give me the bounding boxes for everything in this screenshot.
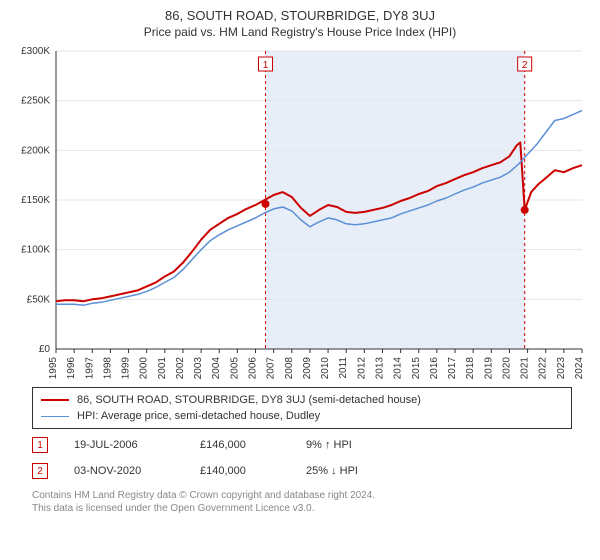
svg-text:2003: 2003 (193, 357, 204, 380)
svg-text:£200K: £200K (21, 145, 50, 156)
svg-text:2015: 2015 (411, 357, 422, 380)
footer-line: Contains HM Land Registry data © Crown c… (32, 489, 588, 502)
svg-text:2016: 2016 (429, 357, 440, 380)
svg-text:2014: 2014 (393, 357, 404, 380)
chart-subtitle: Price paid vs. HM Land Registry's House … (12, 25, 588, 39)
event-price: £140,000 (200, 465, 280, 477)
legend-label-hpi: HPI: Average price, semi-detached house,… (77, 408, 320, 424)
event-date: 03-NOV-2020 (74, 465, 174, 477)
chart-title: 86, SOUTH ROAD, STOURBRIDGE, DY8 3UJ (12, 8, 588, 23)
svg-text:2007: 2007 (266, 357, 277, 380)
chart-area: £0 £50K £100K £150K £200K £250K £300K 1995 1996 1… (12, 45, 588, 385)
svg-text:1998: 1998 (102, 357, 113, 380)
event-row: 2 03-NOV-2020 £140,000 25% ↓ HPI (32, 463, 588, 479)
event-diff: 25% ↓ HPI (306, 465, 446, 477)
svg-text:2023: 2023 (556, 357, 567, 380)
legend-item-property: 86, SOUTH ROAD, STOURBRIDGE, DY8 3UJ (se… (41, 392, 563, 408)
event-date: 19-JUL-2006 (74, 439, 174, 451)
svg-text:1995: 1995 (48, 357, 59, 380)
svg-text:2021: 2021 (520, 357, 531, 380)
svg-text:2011: 2011 (338, 357, 349, 379)
footer-line: This data is licensed under the Open Gov… (32, 502, 588, 515)
event-price: £146,000 (200, 439, 280, 451)
svg-text:2020: 2020 (501, 357, 512, 380)
svg-text:2012: 2012 (356, 357, 367, 380)
svg-text:2005: 2005 (229, 357, 240, 380)
svg-text:1997: 1997 (84, 357, 95, 380)
svg-text:2013: 2013 (374, 357, 385, 380)
event-row: 1 19-JUL-2006 £146,000 9% ↑ HPI (32, 437, 588, 453)
svg-text:2: 2 (522, 60, 528, 71)
page: 86, SOUTH ROAD, STOURBRIDGE, DY8 3UJ Pri… (0, 0, 600, 560)
svg-text:2002: 2002 (175, 357, 186, 380)
svg-text:2017: 2017 (447, 357, 458, 380)
svg-text:£150K: £150K (21, 195, 50, 206)
legend-swatch-hpi (41, 416, 69, 417)
svg-text:1999: 1999 (121, 357, 132, 380)
line-chart: £0 £50K £100K £150K £200K £250K £300K 1995 1996 1… (12, 45, 588, 385)
svg-text:£0: £0 (39, 344, 51, 355)
svg-text:2022: 2022 (538, 357, 549, 380)
event-badge: 1 (32, 437, 48, 453)
svg-text:2019: 2019 (483, 357, 494, 380)
legend-swatch-property (41, 399, 69, 401)
svg-text:2000: 2000 (139, 357, 150, 380)
svg-text:£100K: £100K (21, 245, 50, 256)
svg-text:£300K: £300K (21, 46, 50, 57)
svg-text:2009: 2009 (302, 357, 313, 380)
svg-text:2018: 2018 (465, 357, 476, 380)
event-diff: 9% ↑ HPI (306, 439, 446, 451)
event-badge: 2 (32, 463, 48, 479)
svg-text:£250K: £250K (21, 96, 50, 107)
svg-text:2004: 2004 (211, 357, 222, 380)
legend-label-property: 86, SOUTH ROAD, STOURBRIDGE, DY8 3UJ (se… (77, 392, 421, 408)
svg-text:2008: 2008 (284, 357, 295, 380)
svg-text:2001: 2001 (157, 357, 168, 380)
svg-text:£50K: £50K (27, 294, 51, 305)
svg-text:1: 1 (263, 60, 269, 71)
footer: Contains HM Land Registry data © Crown c… (32, 489, 588, 515)
legend-item-hpi: HPI: Average price, semi-detached house,… (41, 408, 563, 424)
svg-text:1996: 1996 (66, 357, 77, 380)
svg-text:2006: 2006 (248, 357, 259, 380)
svg-text:2010: 2010 (320, 357, 331, 380)
event-list: 1 19-JUL-2006 £146,000 9% ↑ HPI 2 03-NOV… (32, 437, 588, 479)
legend: 86, SOUTH ROAD, STOURBRIDGE, DY8 3UJ (se… (32, 387, 572, 429)
svg-text:2024: 2024 (574, 357, 585, 380)
